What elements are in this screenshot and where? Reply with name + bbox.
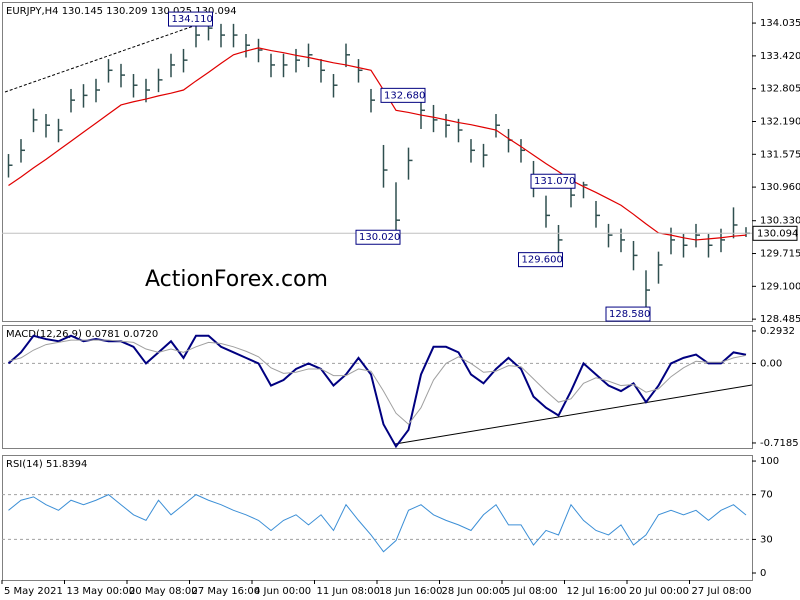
indicator-line <box>8 339 747 426</box>
indicator-line <box>8 494 747 553</box>
y-tick-label: 0.00 <box>760 358 782 369</box>
x-tick-label: 5 May 2021 <box>4 586 63 597</box>
x-tick-label: 11 Jun 08:00 <box>317 586 381 597</box>
y-tick-label: 133.420 <box>760 51 800 62</box>
annotation-box <box>168 11 213 27</box>
y-tick-label: 134.035 <box>760 18 800 29</box>
price-title: EURJPY,H4 130.145 130.209 130.025 130.09… <box>6 6 237 17</box>
y-tick-label: 30 <box>760 534 773 545</box>
y-tick-label: 129.100 <box>760 281 800 292</box>
annotation-box <box>530 173 576 189</box>
y-tick-label: 132.805 <box>760 84 800 95</box>
annotation-box <box>518 252 563 268</box>
annotation-box <box>380 87 426 103</box>
x-tick-label: 20 May 08:00 <box>129 586 198 597</box>
x-tick-label: 27 May 16:00 <box>192 586 261 597</box>
moving-average <box>8 47 747 241</box>
annotation-label: 131.070 <box>534 176 575 187</box>
x-tick-label: 5 Jul 08:00 <box>504 586 558 597</box>
watermark: ActionForex.com <box>145 267 328 292</box>
indicator-line <box>7 334 747 449</box>
macd-title: MACD(12,26,9) 0.0781 0.0720 <box>6 329 158 340</box>
y-tick-label: 70 <box>760 490 773 501</box>
price-panel <box>2 2 753 322</box>
y-tick-label: 129.715 <box>760 249 800 260</box>
y-tick-label: 100 <box>760 456 779 467</box>
x-tick-label: 18 Jun 16:00 <box>379 586 443 597</box>
x-tick-label: 13 May 00:00 <box>67 586 136 597</box>
y-tick-label: 131.575 <box>760 149 800 160</box>
x-tick-label: 27 Jul 08:00 <box>692 586 752 597</box>
y-tick-label: 128.485 <box>760 314 800 325</box>
y-tick-label: 0 <box>760 568 766 579</box>
trend-line <box>4 21 206 93</box>
last-price-label: 130.094 <box>757 228 798 239</box>
x-tick-label: 28 Jun 00:00 <box>442 586 506 597</box>
y-tick-label: 130.960 <box>760 182 800 193</box>
annotation-box <box>605 306 651 322</box>
x-tick-label: 4 Jun 00:00 <box>254 586 311 597</box>
x-tick-label: 20 Jul 00:00 <box>629 586 689 597</box>
y-tick-label: 0.2932 <box>760 326 795 337</box>
annotation-box <box>355 229 401 245</box>
annotation-label: 128.580 <box>609 309 650 320</box>
x-tick-label: 12 Jul 16:00 <box>567 586 627 597</box>
annotation-label: 132.680 <box>384 90 425 101</box>
y-tick-label: 130.330 <box>760 216 800 227</box>
macd-panel <box>2 325 753 449</box>
rsi-title: RSI(14) 51.8394 <box>6 459 87 470</box>
y-tick-label: -0.7185 <box>760 438 799 449</box>
annotation-label: 130.020 <box>359 232 400 243</box>
last-price-box <box>752 225 798 241</box>
annotation-label: 129.600 <box>522 255 563 266</box>
y-tick-label: 132.190 <box>760 116 800 127</box>
trend-line <box>394 384 753 445</box>
annotation-label: 134.110 <box>172 14 213 25</box>
